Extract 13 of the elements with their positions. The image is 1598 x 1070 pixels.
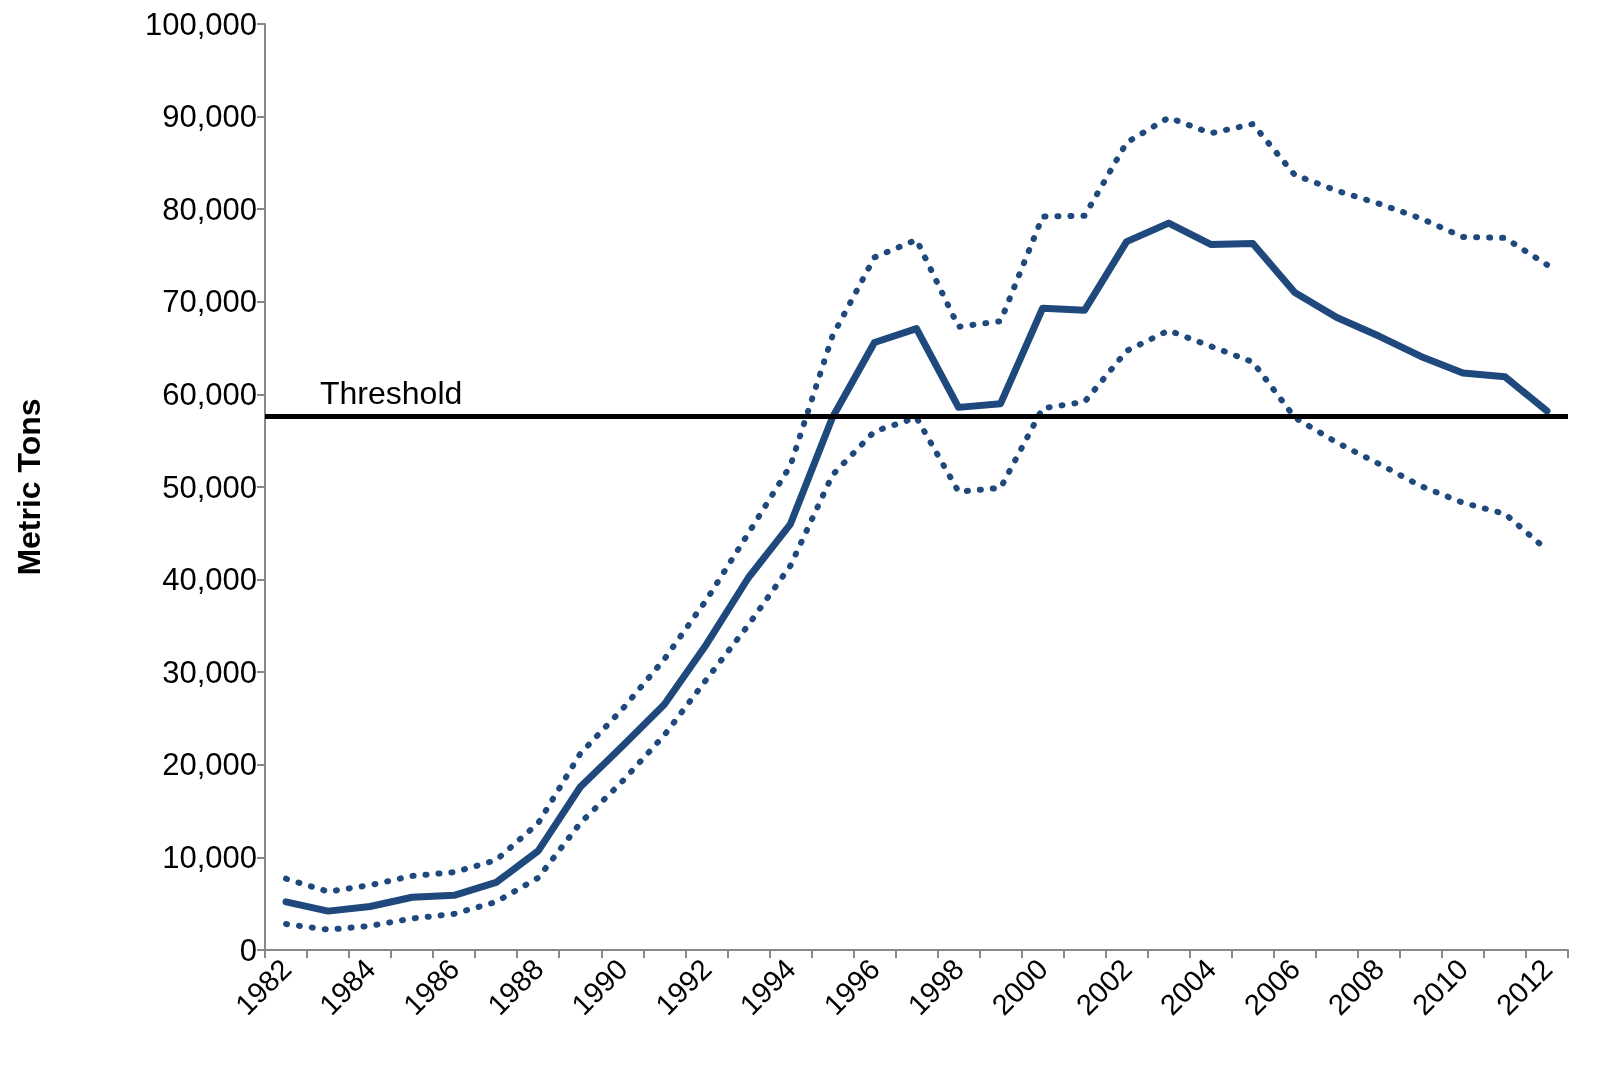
y-tick-label: 40,000 bbox=[162, 562, 257, 598]
y-axis-title: Metric Tons bbox=[11, 398, 47, 576]
y-tick-label: 50,000 bbox=[162, 469, 257, 505]
y-tick-label: 30,000 bbox=[162, 654, 257, 690]
y-tick-label: 70,000 bbox=[162, 284, 257, 320]
y-tick-label: 10,000 bbox=[162, 839, 257, 875]
y-tick-label: 100,000 bbox=[144, 6, 257, 42]
y-tick-label: 80,000 bbox=[162, 191, 257, 227]
y-tick-label: 0 bbox=[239, 932, 257, 968]
ref-line-label: Threshold bbox=[320, 374, 463, 411]
y-tick-label: 20,000 bbox=[162, 747, 257, 783]
y-tick-label: 60,000 bbox=[162, 376, 257, 412]
y-tick-label: 90,000 bbox=[162, 99, 257, 135]
